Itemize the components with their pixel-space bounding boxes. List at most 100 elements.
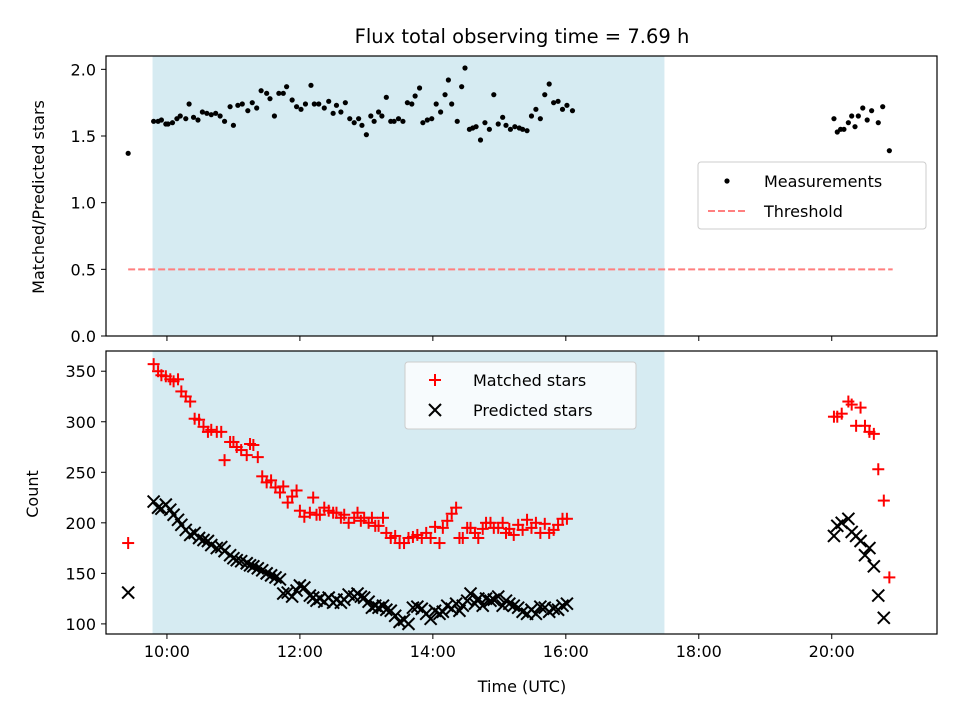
measurement-point	[849, 113, 855, 119]
predicted-star-point	[196, 533, 211, 547]
matched-star-point	[496, 516, 509, 529]
measurement-point	[845, 120, 851, 126]
predicted-star-point	[401, 617, 416, 631]
predicted-star-point	[293, 578, 307, 593]
predicted-star-point	[410, 600, 425, 614]
predicted-star-point	[379, 603, 394, 617]
matched-star-point	[193, 413, 206, 426]
legend-matched-label: Matched stars	[473, 371, 586, 390]
bottom-panel-legend-box	[404, 361, 637, 430]
predicted-star-point	[529, 607, 543, 621]
measurement-point	[449, 101, 455, 107]
measurement-point	[356, 116, 362, 122]
measurement-point	[400, 118, 406, 124]
measurement-point	[855, 113, 861, 119]
measurement-point	[249, 100, 255, 106]
measurement-point	[564, 102, 570, 108]
measurement-point	[280, 90, 286, 96]
bottom-panel-x-axis: 10:00 12:00 14:00 16:00 18:00 20:00	[144, 634, 855, 661]
matched-star-point	[293, 504, 306, 517]
matched-star-point	[256, 470, 269, 483]
x-tick-label: 14:00	[410, 642, 456, 661]
matched-star-point	[472, 531, 485, 544]
matched-star-point	[172, 373, 185, 386]
predicted-star-point	[259, 566, 274, 581]
matched-star-point	[313, 508, 326, 521]
measurement-point	[125, 150, 131, 156]
matched-star-point	[286, 490, 299, 503]
predicted-star-point	[483, 593, 498, 608]
matched-star-point	[265, 474, 278, 487]
matched-star-point	[205, 423, 218, 436]
predicted-star-point	[546, 602, 561, 616]
predicted-star-point	[460, 593, 474, 608]
x-tick-label: 18:00	[676, 642, 722, 661]
measurement-point	[351, 120, 357, 126]
top-panel-legend: Measurements Threshold	[697, 161, 927, 230]
matched-star-point	[552, 518, 565, 531]
matched-star-point	[456, 531, 469, 544]
matched-star-point	[441, 514, 454, 527]
measurement-point	[316, 101, 322, 107]
measurement-point	[264, 90, 270, 96]
measurement-point	[429, 116, 435, 122]
matched-star-point	[338, 508, 351, 521]
measurement-point	[308, 82, 314, 88]
measurement-point	[841, 126, 847, 132]
predicted-star-point	[121, 585, 135, 600]
matched-star-point	[240, 449, 253, 462]
y-tick-label: 1.0	[71, 194, 96, 213]
y-tick-label: 100	[65, 615, 96, 634]
predicted-star-point	[862, 541, 877, 555]
matched-star-point	[476, 522, 489, 535]
predicted-star-point	[210, 541, 224, 555]
measurement-point	[404, 100, 410, 106]
measurement-point	[875, 120, 881, 126]
predicted-star-point	[388, 609, 402, 623]
matched-star-point	[372, 519, 385, 532]
measurement-point	[391, 118, 397, 124]
predicted-star-point	[230, 553, 244, 567]
measurement-point	[321, 105, 327, 111]
top-panel-x-ticks	[166, 336, 833, 341]
measurement-point	[235, 102, 241, 108]
matched-star-point	[389, 529, 402, 542]
predicted-star-point	[877, 611, 891, 625]
y-tick-label: 300	[65, 413, 96, 432]
matched-star-point	[215, 425, 228, 438]
measurement-point	[482, 120, 488, 126]
matched-star-point	[433, 537, 446, 550]
predicted-star-point	[476, 598, 490, 613]
predicted-star-point	[436, 605, 450, 619]
predicted-star-point	[507, 598, 521, 613]
measurement-point	[462, 65, 468, 71]
matched-star-point	[303, 506, 316, 519]
measurement-point	[569, 108, 576, 114]
measurement-point	[477, 137, 484, 143]
top-panel-y-axis-label: Matched/Predicted stars	[29, 100, 48, 294]
x-tick-label: 10:00	[144, 642, 190, 661]
measurement-point	[293, 104, 300, 110]
measurement-point	[442, 92, 448, 98]
legend-predicted-label: Predicted stars	[473, 401, 593, 420]
top-panel-shaded-span	[152, 56, 665, 336]
predicted-star-point	[827, 529, 841, 543]
y-tick-label: 350	[65, 362, 96, 381]
predicted-star-point	[268, 570, 283, 585]
matched-star-point	[290, 484, 303, 497]
measurement-point	[258, 88, 264, 94]
matched-star-point	[342, 516, 355, 529]
measurement-point	[852, 124, 858, 130]
measurement-point	[831, 116, 837, 122]
predicted-star-point	[853, 534, 868, 548]
measurement-point	[217, 113, 223, 119]
measurement-point	[326, 98, 332, 104]
chart-title: Flux total observing time = 7.69 h	[355, 25, 690, 48]
x-tick-label: 20:00	[809, 642, 855, 661]
matched-star-point	[251, 451, 264, 464]
matched-star-point	[529, 516, 542, 529]
predicted-star-point	[560, 596, 574, 611]
legend-measurements-marker	[724, 178, 730, 184]
measurement-point	[199, 109, 205, 115]
measurement-point	[371, 118, 377, 124]
